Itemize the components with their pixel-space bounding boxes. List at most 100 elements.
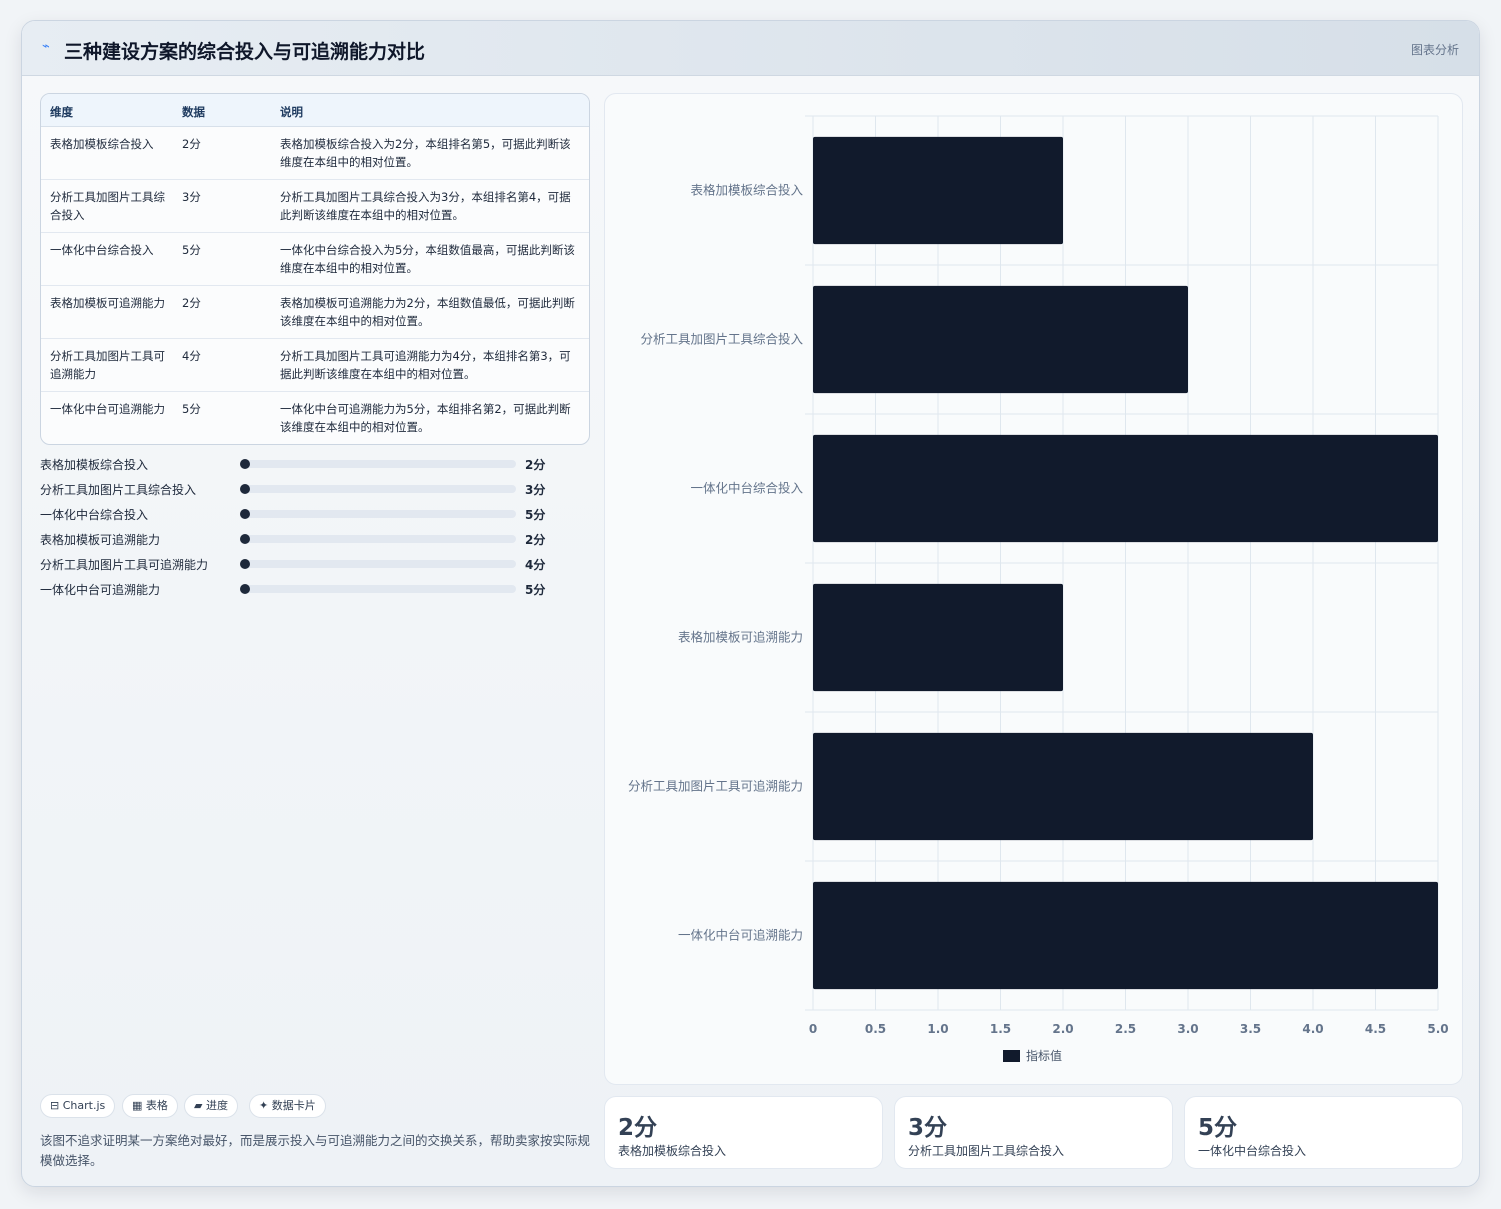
tag-chartjs: ⊟ Chart.js [40,1094,116,1118]
table-row: 表格加模板可追溯能力 2分 表格加模板可追溯能力为2分，本组数值最低，可据此判断… [41,286,589,339]
progress-indicator [240,484,250,494]
stat-card: 3分 分析工具加图片工具综合投入 [894,1096,1173,1169]
progress-value: 2分 [525,533,546,547]
row-description: 表格加模板可追溯能力为2分，本组数值最低，可据此判断该维度在本组中的相对位置。 [280,296,575,328]
x-tick-label: 4.0 [1302,1022,1323,1036]
bar [813,136,1063,245]
row-value: 3分 [182,190,201,204]
x-tick-label: 3.5 [1240,1022,1261,1036]
progress-track [242,460,516,468]
bar [813,583,1063,692]
stat-label: 分析工具加图片工具综合投入 [908,1144,1065,1158]
row-value: 2分 [182,137,201,151]
dashboard-card: ⌁ 三种建设方案的综合投入与可追溯能力对比 图表分析 维度 数据 说明 表格加模… [21,20,1480,1187]
chart-note: 该图不追求证明某一方案绝对最好，而是展示投入与可追溯能力之间的交换关系，帮助卖家… [40,1133,591,1168]
progress-label: 一体化中台综合投入 [40,508,149,522]
y-tick-label: 一体化中台综合投入 [690,481,803,496]
bar-chart: 0 0.5 1.0 1.5 2.0 2.5 3.0 3.5 4.0 4.5 5.0 表格加模板综合投入… [628,115,1449,1063]
table-row: 一体化中台可追溯能力 5分 一体化中台可追溯能力为5分，本组排名第2，可据此判断… [41,392,589,444]
stat-card: 5分 一体化中台综合投入 [1184,1096,1463,1169]
column-header-description: 说明 [280,105,303,119]
progress-item: 表格加模板可追溯能力 2分 [40,529,570,549]
page-title: 三种建设方案的综合投入与可追溯能力对比 [64,41,426,63]
bar [813,732,1313,841]
row-description: 表格加模板综合投入为2分，本组排名第5，可据此判断该维度在本组中的相对位置。 [280,137,571,169]
row-value: 2分 [182,296,201,310]
progress-value: 5分 [525,583,546,597]
progress-item: 分析工具加图片工具可追溯能力 4分 [40,554,570,574]
progress-indicator [240,559,250,569]
x-tick-label: 2.0 [1052,1022,1073,1036]
x-tick-label: 1.5 [990,1022,1011,1036]
row-dimension: 分析工具加图片工具综合投入 [50,190,165,222]
stat-value: 3分 [908,1115,948,1141]
progress-item: 分析工具加图片工具综合投入 3分 [40,479,570,499]
progress-track [242,510,516,518]
y-tick-label: 分析工具加图片工具可追溯能力 [628,779,803,794]
header-tag: 图表分析 [1410,43,1459,57]
row-value: 4分 [182,349,201,363]
bar [813,881,1438,990]
legend-swatch [1003,1050,1020,1062]
row-dimension: 表格加模板可追溯能力 [50,296,165,310]
progress-label: 分析工具加图片工具综合投入 [40,483,197,497]
progress-indicator [240,534,250,544]
header: ⌁ 三种建设方案的综合投入与可追溯能力对比 图表分析 [22,21,1479,76]
stat-value: 5分 [1198,1115,1238,1141]
progress-label: 表格加模板可追溯能力 [40,533,161,547]
x-tick-label: 0 [809,1022,817,1036]
stat-card: 2分 表格加模板综合投入 [604,1096,883,1169]
table-row: 一体化中台综合投入 5分 一体化中台综合投入为5分，本组数值最高，可据此判断该维… [41,233,589,286]
table-row: 分析工具加图片工具综合投入 3分 分析工具加图片工具综合投入为3分，本组排名第4… [41,180,589,233]
progress-value: 4分 [525,558,546,572]
progress-indicator [240,509,250,519]
tag-data-card: ✦ 数据卡片 [249,1094,326,1118]
progress-label: 分析工具加图片工具可追溯能力 [40,558,209,572]
row-description: 一体化中台可追溯能力为5分，本组排名第2，可据此判断该维度在本组中的相对位置。 [280,402,571,434]
progress-value: 2分 [525,458,546,472]
row-description: 一体化中台综合投入为5分，本组数值最高，可据此判断该维度在本组中的相对位置。 [280,243,575,275]
row-value: 5分 [182,243,201,257]
row-description: 分析工具加图片工具综合投入为3分，本组排名第4，可据此判断该维度在本组中的相对位… [280,190,571,222]
progress-track [242,535,516,543]
x-tick-label: 1.0 [927,1022,948,1036]
progress-value: 5分 [525,508,546,522]
stat-label: 一体化中台综合投入 [1198,1144,1307,1158]
column-header-dimension: 维度 [50,105,73,119]
chart-line-icon: ⌁ [42,39,50,54]
x-tick-label: 4.5 [1365,1022,1386,1036]
x-tick-label: 3.0 [1177,1022,1198,1036]
legend-label: 指标值 [1026,1048,1062,1063]
progress-indicator [240,459,250,469]
data-table: 维度 数据 说明 表格加模板综合投入 2分 表格加模板综合投入为2分，本组排名第… [40,93,590,445]
table-header: 维度 数据 说明 [41,94,589,127]
row-value: 5分 [182,402,201,416]
row-dimension: 一体化中台可追溯能力 [50,402,165,416]
progress-track [242,585,516,593]
row-dimension: 分析工具加图片工具可追溯能力 [50,349,165,381]
y-tick-label: 一体化中台可追溯能力 [678,928,803,943]
table-row: 表格加模板综合投入 2分 表格加模板综合投入为2分，本组排名第5，可据此判断该维… [41,127,589,180]
progress-value: 3分 [525,483,546,497]
y-tick-label: 分析工具加图片工具综合投入 [640,332,803,347]
chart-panel: 0 0.5 1.0 1.5 2.0 2.5 3.0 3.5 4.0 4.5 5.0 表格加模板综合投入… [604,93,1463,1085]
stat-label: 表格加模板综合投入 [618,1144,727,1158]
bar [813,285,1188,394]
row-dimension: 一体化中台综合投入 [50,243,154,257]
progress-label: 表格加模板综合投入 [40,458,149,472]
progress-indicator [240,584,250,594]
progress-track [242,560,516,568]
stat-value: 2分 [618,1115,658,1141]
tag-table: ▦ 表格 [122,1094,178,1118]
progress-label: 一体化中台可追溯能力 [40,583,161,597]
x-tick-label: 5.0 [1427,1022,1448,1036]
x-tick-label: 2.5 [1115,1022,1136,1036]
progress-item: 一体化中台综合投入 5分 [40,504,570,524]
x-tick-label: 0.5 [865,1022,886,1036]
table-row: 分析工具加图片工具可追溯能力 4分 分析工具加图片工具可追溯能力为4分，本组排名… [41,339,589,392]
y-tick-label: 表格加模板可追溯能力 [678,630,803,645]
tag-progress: ▰ 进度 [184,1094,238,1118]
row-dimension: 表格加模板综合投入 [50,137,154,151]
y-tick-label: 表格加模板综合投入 [690,183,803,198]
column-header-value: 数据 [182,105,205,119]
